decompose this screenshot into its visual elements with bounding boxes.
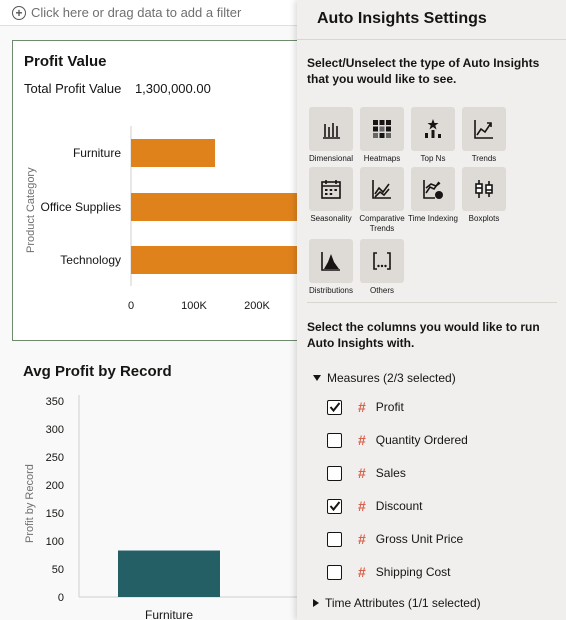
profit-bar-chart: Furniture Office Supplies Technology 0 100K 2… (41, 126, 313, 312)
insight-type-label: Heatmaps (363, 154, 401, 163)
heatmap-icon[interactable] (360, 107, 404, 151)
chevron-right-icon[interactable] (313, 599, 319, 607)
measure-label: Shipping Cost (375, 565, 451, 579)
insight-type-comparative-trends[interactable]: Comparative Trends (356, 167, 408, 234)
kpi-row: Total Profit Value 1,300,000.00 (24, 81, 211, 96)
y-tick-label: 100 (46, 536, 64, 548)
add-filter-icon[interactable]: + (12, 5, 26, 20)
distribution-icon[interactable] (309, 239, 353, 283)
insight-type-label: Boxplots (468, 214, 500, 223)
hash-icon: # (358, 498, 366, 514)
calendar-icon[interactable] (309, 167, 353, 211)
category-label: Furniture (145, 608, 193, 620)
checkbox[interactable] (327, 531, 342, 547)
checkbox-checked[interactable] (327, 399, 342, 415)
insight-type-label: Comparative Trends (359, 214, 405, 233)
hash-icon: # (358, 564, 366, 580)
insight-type-boxplots[interactable]: Boxplots (458, 167, 510, 224)
kpi-label: Total Profit Value (24, 81, 122, 96)
hash-icon: # (358, 432, 366, 448)
category-label: Office Supplies (41, 200, 122, 214)
insight-type-label: Distributions (308, 286, 353, 295)
auto-insights-settings-panel: Auto Insights Settings Select/Unselect t… (297, 0, 566, 620)
viz-title: Avg Profit by Record (23, 363, 172, 380)
checkbox-checked[interactable] (327, 498, 342, 514)
x-tick-label: 200K (244, 300, 270, 312)
divider (297, 39, 566, 40)
insight-type-label: Seasonality (310, 214, 352, 223)
top-n-icon[interactable] (411, 107, 455, 151)
insight-type-label: Top Ns (420, 154, 446, 163)
checkbox[interactable] (327, 465, 342, 481)
bar (131, 139, 216, 167)
insight-types-instruction: Select/Unselect the type of Auto Insight… (307, 56, 540, 86)
time-attributes-group-header[interactable]: Time Attributes (1/1 selected) (313, 596, 481, 610)
checkbox[interactable] (327, 564, 342, 580)
insight-type-top-ns[interactable]: Top Ns (407, 107, 459, 164)
y-tick-label: 250 (46, 452, 64, 464)
measure-label: Quantity Ordered (375, 433, 468, 447)
trend-icon[interactable] (462, 107, 506, 151)
measure-label: Gross Unit Price (375, 532, 464, 546)
profit-value-viz[interactable]: Profit Value Total Profit Value 1,300,00… (12, 40, 313, 341)
measure-row[interactable]: # Gross Unit Price (327, 529, 463, 549)
time-indexing-icon[interactable] (411, 167, 455, 211)
comparative-trend-icon[interactable] (360, 167, 404, 211)
y-tick-label: 0 (58, 592, 64, 604)
insight-type-label: Trends (471, 154, 497, 163)
measures-group-header[interactable]: Measures (2/3 selected) (313, 371, 456, 385)
bar (118, 550, 220, 597)
insight-type-label: Time Indexing (408, 214, 458, 223)
x-tick-label: 100K (181, 300, 207, 312)
checkmark-icon (329, 402, 340, 413)
insight-type-trends[interactable]: Trends (458, 107, 510, 164)
measure-row[interactable]: # Profit (327, 397, 404, 417)
filter-placeholder[interactable]: Click here or drag data to add a filter (31, 5, 242, 20)
hash-icon: # (358, 465, 366, 481)
measure-row[interactable]: # Shipping Cost (327, 562, 451, 582)
columns-instruction: Select the columns you would like to run… (307, 320, 540, 350)
avg-profit-viz[interactable]: Avg Profit by Record Profit by Record 35… (12, 356, 312, 620)
category-label: Furniture (73, 146, 121, 160)
bar (131, 193, 313, 221)
measure-label: Profit (375, 400, 404, 414)
hash-icon: # (358, 399, 366, 415)
y-tick-label: 350 (46, 396, 64, 408)
insight-type-label: Dimensional (308, 154, 354, 163)
insight-type-distributions[interactable]: Distributions (305, 239, 357, 296)
measures-group-label[interactable]: Measures (2/3 selected) (327, 371, 456, 385)
measure-row[interactable]: # Sales (327, 463, 406, 483)
checkmark-icon (329, 501, 340, 512)
measure-label: Discount (375, 499, 423, 513)
chevron-down-icon[interactable] (313, 375, 321, 381)
divider (307, 302, 557, 303)
y-tick-label: 150 (46, 508, 64, 520)
insight-type-seasonality[interactable]: Seasonality (305, 167, 357, 224)
x-tick-label: 0 (128, 300, 134, 312)
filter-bar[interactable]: + Click here or drag data to add a filte… (0, 0, 300, 26)
avg-profit-bar-chart: 350 300 250 200 150 100 50 0 Furniture (46, 395, 312, 620)
measure-row[interactable]: # Quantity Ordered (327, 430, 468, 450)
checkbox[interactable] (327, 432, 342, 448)
boxplot-icon[interactable] (462, 167, 506, 211)
y-tick-label: 200 (46, 480, 64, 492)
measure-label: Sales (375, 466, 406, 480)
bar (131, 246, 313, 274)
kpi-value: 1,300,000.00 (134, 81, 211, 96)
insight-type-heatmaps[interactable]: Heatmaps (356, 107, 408, 164)
insight-type-dimensional[interactable]: Dimensional (305, 107, 357, 164)
y-tick-label: 50 (52, 564, 64, 576)
others-icon[interactable] (360, 239, 404, 283)
y-tick-label: 300 (46, 424, 64, 436)
insight-type-others[interactable]: Others (356, 239, 408, 296)
measure-row[interactable]: # Discount (327, 496, 422, 516)
hash-icon: # (358, 531, 366, 547)
insight-type-label: Others (369, 286, 394, 295)
time-attributes-group-label[interactable]: Time Attributes (1/1 selected) (325, 596, 481, 610)
category-label: Technology (60, 253, 121, 267)
panel-title: Auto Insights Settings (317, 10, 487, 27)
viz-title: Profit Value (24, 53, 107, 70)
insight-type-time-indexing[interactable]: Time Indexing (407, 167, 459, 224)
bar-chart-icon[interactable] (309, 107, 353, 151)
